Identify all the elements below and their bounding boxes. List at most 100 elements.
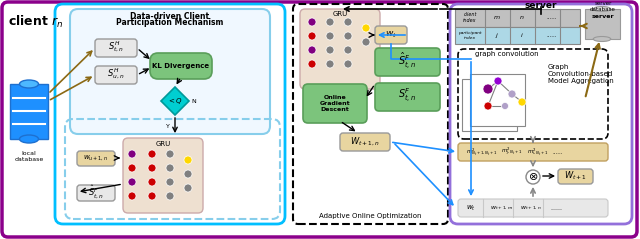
Text: j: j bbox=[496, 33, 498, 38]
Circle shape bbox=[344, 60, 352, 68]
Text: GRU: GRU bbox=[156, 141, 171, 147]
Text: $w_{u+1,n}$: $w_{u+1,n}$ bbox=[83, 153, 109, 163]
Circle shape bbox=[508, 90, 516, 98]
Text: participant
index: participant index bbox=[458, 31, 482, 39]
Circle shape bbox=[308, 18, 316, 26]
Text: ......: ...... bbox=[552, 150, 563, 154]
Text: client
index: client index bbox=[463, 12, 477, 23]
Circle shape bbox=[483, 84, 493, 94]
FancyBboxPatch shape bbox=[77, 151, 115, 166]
Circle shape bbox=[518, 98, 526, 106]
Text: $w_{t+1,n}$: $w_{t+1,n}$ bbox=[520, 204, 541, 212]
FancyBboxPatch shape bbox=[77, 185, 115, 201]
Circle shape bbox=[362, 38, 370, 46]
Text: ......: ...... bbox=[550, 206, 562, 211]
FancyBboxPatch shape bbox=[150, 53, 212, 79]
Text: $S_{t,n}^{H}$: $S_{t,n}^{H}$ bbox=[108, 40, 124, 54]
Circle shape bbox=[184, 156, 192, 164]
Text: $w_{t+1,m}$: $w_{t+1,m}$ bbox=[490, 204, 513, 212]
Circle shape bbox=[166, 192, 174, 200]
Text: Adaptive Online Optimization: Adaptive Online Optimization bbox=[319, 213, 421, 219]
Circle shape bbox=[502, 103, 509, 109]
Text: server: server bbox=[592, 14, 614, 19]
Text: i: i bbox=[521, 33, 523, 38]
Circle shape bbox=[526, 170, 540, 184]
Circle shape bbox=[308, 32, 316, 40]
Text: $m_{j,N_t+1}^2$: $m_{j,N_t+1}^2$ bbox=[501, 146, 522, 158]
Text: Graph
Convolution-based
Model Aggregation: Graph Convolution-based Model Aggregatio… bbox=[548, 64, 614, 84]
Circle shape bbox=[344, 18, 352, 26]
Circle shape bbox=[128, 192, 136, 200]
Text: $<Q$: $<Q$ bbox=[167, 96, 183, 106]
FancyBboxPatch shape bbox=[375, 83, 440, 111]
Text: ......: ...... bbox=[547, 15, 557, 20]
Circle shape bbox=[166, 150, 174, 158]
Text: $\hat{S}_{t,n}^{F}$: $\hat{S}_{t,n}^{F}$ bbox=[398, 51, 416, 71]
Circle shape bbox=[128, 178, 136, 186]
Ellipse shape bbox=[593, 37, 611, 42]
Circle shape bbox=[148, 178, 156, 186]
Circle shape bbox=[326, 18, 334, 26]
FancyBboxPatch shape bbox=[458, 143, 608, 161]
Text: KL Divergence: KL Divergence bbox=[152, 63, 209, 69]
Text: $S_{u,n}^{H}$: $S_{u,n}^{H}$ bbox=[108, 67, 125, 81]
Ellipse shape bbox=[19, 135, 38, 143]
Circle shape bbox=[166, 178, 174, 186]
Text: n: n bbox=[520, 15, 524, 20]
Bar bbox=[585, 9, 620, 39]
Circle shape bbox=[148, 164, 156, 172]
Text: $m_{N_t+1,N_t+1}^2$: $m_{N_t+1,N_t+1}^2$ bbox=[466, 146, 497, 158]
Polygon shape bbox=[161, 87, 189, 115]
Text: Participation Mechanism: Participation Mechanism bbox=[116, 18, 224, 27]
Text: N: N bbox=[191, 98, 196, 103]
Text: Y: Y bbox=[166, 124, 170, 129]
Circle shape bbox=[166, 164, 174, 172]
Circle shape bbox=[362, 24, 370, 32]
Ellipse shape bbox=[593, 6, 611, 11]
Text: $W_{t+1}$: $W_{t+1}$ bbox=[564, 170, 586, 182]
FancyBboxPatch shape bbox=[375, 48, 440, 76]
FancyBboxPatch shape bbox=[95, 66, 137, 84]
FancyBboxPatch shape bbox=[123, 138, 203, 213]
Circle shape bbox=[344, 32, 352, 40]
Bar bbox=[455, 9, 580, 27]
Text: server: server bbox=[525, 1, 557, 10]
FancyBboxPatch shape bbox=[558, 169, 593, 184]
Bar bbox=[10, 84, 48, 139]
Circle shape bbox=[184, 184, 192, 192]
Text: graph convolution: graph convolution bbox=[475, 51, 539, 57]
Bar bbox=[462, 79, 517, 131]
Bar bbox=[470, 74, 525, 126]
Circle shape bbox=[184, 170, 192, 178]
Circle shape bbox=[344, 46, 352, 54]
Text: $\otimes$: $\otimes$ bbox=[528, 172, 538, 183]
Circle shape bbox=[484, 102, 492, 110]
Bar bbox=[455, 27, 580, 44]
Text: m: m bbox=[494, 15, 500, 20]
Circle shape bbox=[148, 150, 156, 158]
FancyBboxPatch shape bbox=[375, 26, 407, 44]
Text: server
database: server database bbox=[590, 1, 616, 12]
Circle shape bbox=[308, 46, 316, 54]
Text: $w_t$: $w_t$ bbox=[466, 203, 476, 213]
FancyBboxPatch shape bbox=[303, 84, 367, 123]
Circle shape bbox=[326, 60, 334, 68]
FancyBboxPatch shape bbox=[300, 9, 380, 89]
Text: local
database: local database bbox=[14, 151, 44, 162]
Circle shape bbox=[326, 46, 334, 54]
Text: $W_{t+1,n}$: $W_{t+1,n}$ bbox=[350, 136, 380, 148]
FancyBboxPatch shape bbox=[458, 199, 608, 217]
Circle shape bbox=[326, 32, 334, 40]
Text: ......: ...... bbox=[547, 33, 557, 38]
Circle shape bbox=[308, 60, 316, 68]
Text: $w_t$: $w_t$ bbox=[385, 30, 397, 40]
FancyBboxPatch shape bbox=[340, 133, 390, 151]
FancyBboxPatch shape bbox=[95, 39, 137, 57]
Text: GRU: GRU bbox=[332, 11, 348, 17]
Text: $m_{i,N_t+1}^2$: $m_{i,N_t+1}^2$ bbox=[527, 146, 548, 158]
Text: Online
Gradient
Descent: Online Gradient Descent bbox=[320, 95, 350, 112]
FancyBboxPatch shape bbox=[70, 9, 270, 134]
Circle shape bbox=[148, 192, 156, 200]
Circle shape bbox=[494, 77, 502, 85]
Circle shape bbox=[128, 150, 136, 158]
